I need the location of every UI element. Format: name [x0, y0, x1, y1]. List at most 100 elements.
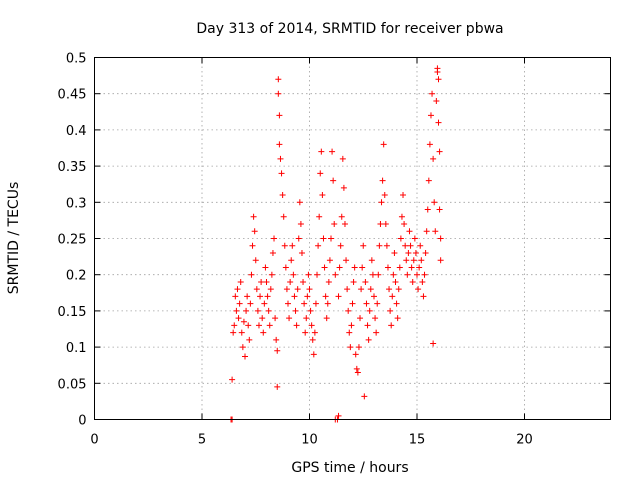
- data-point: [367, 286, 374, 293]
- data-point: [275, 90, 282, 97]
- chart-title: Day 313 of 2014, SRMTID for receiver pbw…: [196, 21, 503, 37]
- data-point: [398, 213, 405, 220]
- data-point: [400, 192, 407, 199]
- data-point: [300, 278, 307, 285]
- data-point: [410, 257, 417, 264]
- data-point: [281, 242, 288, 249]
- data-point: [249, 242, 256, 249]
- data-point: [369, 271, 376, 278]
- data-point: [420, 293, 427, 300]
- data-point: [418, 257, 425, 264]
- data-point: [289, 242, 296, 249]
- data-point: [396, 264, 403, 271]
- data-point: [368, 257, 375, 264]
- data-point: [345, 307, 352, 314]
- data-point: [415, 286, 422, 293]
- data-point: [247, 300, 254, 307]
- data-point: [380, 141, 387, 148]
- data-point: [246, 336, 253, 343]
- data-point: [250, 213, 257, 220]
- data-point: [386, 286, 393, 293]
- data-point: [387, 307, 394, 314]
- data-point: [331, 221, 338, 228]
- data-point: [424, 206, 431, 213]
- data-point: [293, 322, 300, 329]
- data-point: [436, 148, 443, 155]
- data-point: [335, 293, 342, 300]
- data-point: [262, 264, 269, 271]
- data-point: [254, 307, 261, 314]
- data-point: [291, 293, 298, 300]
- data-point: [353, 365, 360, 372]
- data-point: [274, 383, 281, 390]
- data-point: [402, 242, 409, 249]
- data-point: [230, 329, 237, 336]
- data-point: [384, 264, 391, 271]
- data-point: [255, 322, 262, 329]
- data-point: [302, 329, 309, 336]
- data-point: [323, 315, 330, 322]
- data-point: [290, 271, 297, 278]
- data-point: [295, 235, 302, 242]
- data-point: [421, 271, 428, 278]
- data-point: [352, 351, 359, 358]
- data-point: [417, 242, 424, 249]
- data-point: [349, 300, 356, 307]
- data-point: [275, 76, 282, 83]
- data-point: [378, 199, 385, 206]
- axis-ticks: 0 5 10 15 20 0 0.05 0.1 0.15 0.2 0.25 0.3 0.35 0.4 0.4…: [58, 52, 611, 448]
- data-point: [422, 249, 429, 256]
- data-point: [341, 221, 348, 228]
- data-point: [409, 278, 416, 285]
- data-point: [279, 192, 286, 199]
- data-point: [321, 264, 328, 271]
- data-point: [319, 192, 326, 199]
- data-point: [408, 264, 415, 271]
- y-tick-label: 0.1: [66, 341, 87, 356]
- data-points: [228, 65, 444, 423]
- data-point: [261, 300, 268, 307]
- data-point: [357, 315, 364, 322]
- data-point: [346, 329, 353, 336]
- data-point: [374, 300, 381, 307]
- data-point: [394, 315, 401, 322]
- data-point: [339, 155, 346, 162]
- data-point: [307, 307, 314, 314]
- data-point: [231, 322, 238, 329]
- grid-lines: [94, 57, 611, 420]
- y-tick-label: 0.4: [66, 124, 87, 139]
- data-point: [301, 300, 308, 307]
- y-tick-label: 0.15: [58, 305, 87, 320]
- data-point: [435, 119, 442, 126]
- data-point: [276, 112, 283, 119]
- data-point: [235, 315, 242, 322]
- data-point: [258, 278, 265, 285]
- data-point: [383, 242, 390, 249]
- data-point: [288, 257, 295, 264]
- plot-frame: [94, 57, 611, 420]
- data-point: [272, 315, 279, 322]
- data-point: [236, 300, 243, 307]
- data-point: [283, 286, 290, 293]
- data-point: [403, 257, 410, 264]
- data-point: [280, 213, 287, 220]
- data-point: [375, 271, 382, 278]
- data-point: [393, 300, 400, 307]
- data-point: [316, 213, 323, 220]
- data-point: [361, 393, 368, 400]
- data-point: [404, 271, 411, 278]
- data-point: [364, 322, 371, 329]
- data-point: [278, 170, 285, 177]
- data-point: [242, 353, 248, 360]
- data-point: [354, 369, 361, 376]
- data-point: [315, 242, 322, 249]
- y-tick-label: 0.5: [66, 52, 87, 67]
- data-point: [407, 242, 414, 249]
- y-tick-label: 0.3: [66, 196, 87, 211]
- data-point: [355, 344, 362, 351]
- data-point: [365, 336, 372, 343]
- y-tick-label: 0: [78, 414, 86, 429]
- y-tick-label: 0.05: [58, 377, 87, 392]
- data-point: [362, 278, 369, 285]
